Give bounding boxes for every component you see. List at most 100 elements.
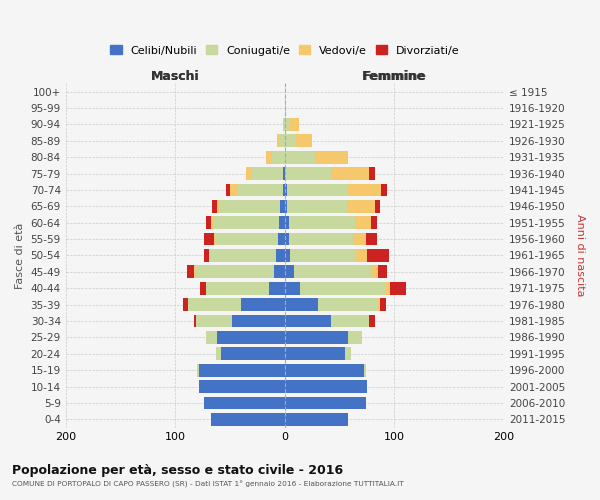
Bar <box>214 216 280 229</box>
Bar <box>196 314 232 328</box>
Bar <box>367 249 389 262</box>
Bar <box>285 249 290 262</box>
Bar <box>285 380 367 393</box>
Bar <box>247 167 252 180</box>
Bar <box>285 298 317 311</box>
Bar <box>369 167 374 180</box>
Bar <box>280 216 285 229</box>
Bar <box>366 232 377 245</box>
Bar <box>285 150 316 164</box>
Bar <box>347 200 374 212</box>
Bar <box>220 200 280 212</box>
Bar <box>211 413 285 426</box>
Bar <box>364 364 366 376</box>
Bar <box>287 200 347 212</box>
Bar <box>283 167 285 180</box>
Bar <box>371 216 377 229</box>
Bar <box>380 298 386 311</box>
Y-axis label: Anni di nascita: Anni di nascita <box>575 214 585 296</box>
Bar <box>285 118 290 130</box>
Bar <box>285 134 296 147</box>
Bar <box>274 266 285 278</box>
Bar <box>211 216 214 229</box>
Bar <box>287 184 349 196</box>
Bar <box>355 216 371 229</box>
Bar <box>349 184 381 196</box>
Bar <box>241 298 285 311</box>
Bar <box>290 118 299 130</box>
Bar <box>374 200 380 212</box>
Bar <box>197 364 199 376</box>
Bar <box>217 331 285 344</box>
Bar <box>266 150 272 164</box>
Bar <box>272 150 285 164</box>
Bar <box>289 216 355 229</box>
Bar <box>331 167 369 180</box>
Bar <box>296 134 312 147</box>
Bar <box>390 282 406 294</box>
Bar <box>199 380 285 393</box>
Bar <box>300 282 386 294</box>
Bar <box>378 266 387 278</box>
Bar <box>215 232 278 245</box>
Bar <box>204 232 214 245</box>
Bar <box>345 348 350 360</box>
Bar <box>276 249 285 262</box>
Text: COMUNE DI PORTOPALO DI CAPO PASSERO (SR) - Dati ISTAT 1° gennaio 2016 - Elaboraz: COMUNE DI PORTOPALO DI CAPO PASSERO (SR)… <box>12 481 404 488</box>
Bar <box>386 282 390 294</box>
Bar <box>210 249 276 262</box>
Bar <box>194 314 196 328</box>
Bar <box>285 396 366 409</box>
Bar <box>283 118 285 130</box>
Bar <box>200 282 206 294</box>
Bar <box>212 200 217 212</box>
Text: Femmine: Femmine <box>362 70 427 84</box>
Bar <box>285 216 289 229</box>
Bar <box>285 364 364 376</box>
Bar <box>285 282 300 294</box>
Bar <box>290 249 356 262</box>
Text: Femmine: Femmine <box>362 70 427 84</box>
Bar <box>331 314 369 328</box>
Bar <box>317 298 378 311</box>
Bar <box>217 200 220 212</box>
Text: Maschi: Maschi <box>151 70 200 84</box>
Bar <box>349 331 362 344</box>
Bar <box>285 331 349 344</box>
Bar <box>188 298 241 311</box>
Bar <box>226 184 230 196</box>
Bar <box>232 314 285 328</box>
Bar <box>285 314 331 328</box>
Bar <box>214 232 215 245</box>
Bar <box>285 348 345 360</box>
Bar <box>283 184 285 196</box>
Bar <box>204 396 285 409</box>
Bar <box>285 167 331 180</box>
Bar <box>206 216 211 229</box>
Text: Popolazione per età, sesso e stato civile - 2016: Popolazione per età, sesso e stato civil… <box>12 464 343 477</box>
Bar <box>285 232 289 245</box>
Bar <box>378 298 380 311</box>
Bar <box>252 167 283 180</box>
Bar <box>206 282 269 294</box>
Bar <box>381 184 387 196</box>
Bar <box>269 282 285 294</box>
Bar <box>293 266 373 278</box>
Bar <box>221 348 285 360</box>
Bar <box>280 134 285 147</box>
Y-axis label: Fasce di età: Fasce di età <box>15 222 25 288</box>
Bar <box>206 331 217 344</box>
Bar <box>285 200 287 212</box>
Bar <box>285 102 286 114</box>
Bar <box>289 232 353 245</box>
Bar <box>278 232 285 245</box>
Bar <box>236 184 283 196</box>
Bar <box>199 364 285 376</box>
Bar <box>183 298 188 311</box>
Bar <box>316 150 349 164</box>
Bar <box>369 314 374 328</box>
Bar <box>285 184 287 196</box>
Bar <box>216 348 221 360</box>
Bar <box>204 249 209 262</box>
Legend: Celibi/Nubili, Coniugati/e, Vedovi/e, Divorziati/e: Celibi/Nubili, Coniugati/e, Vedovi/e, Di… <box>106 40 464 60</box>
